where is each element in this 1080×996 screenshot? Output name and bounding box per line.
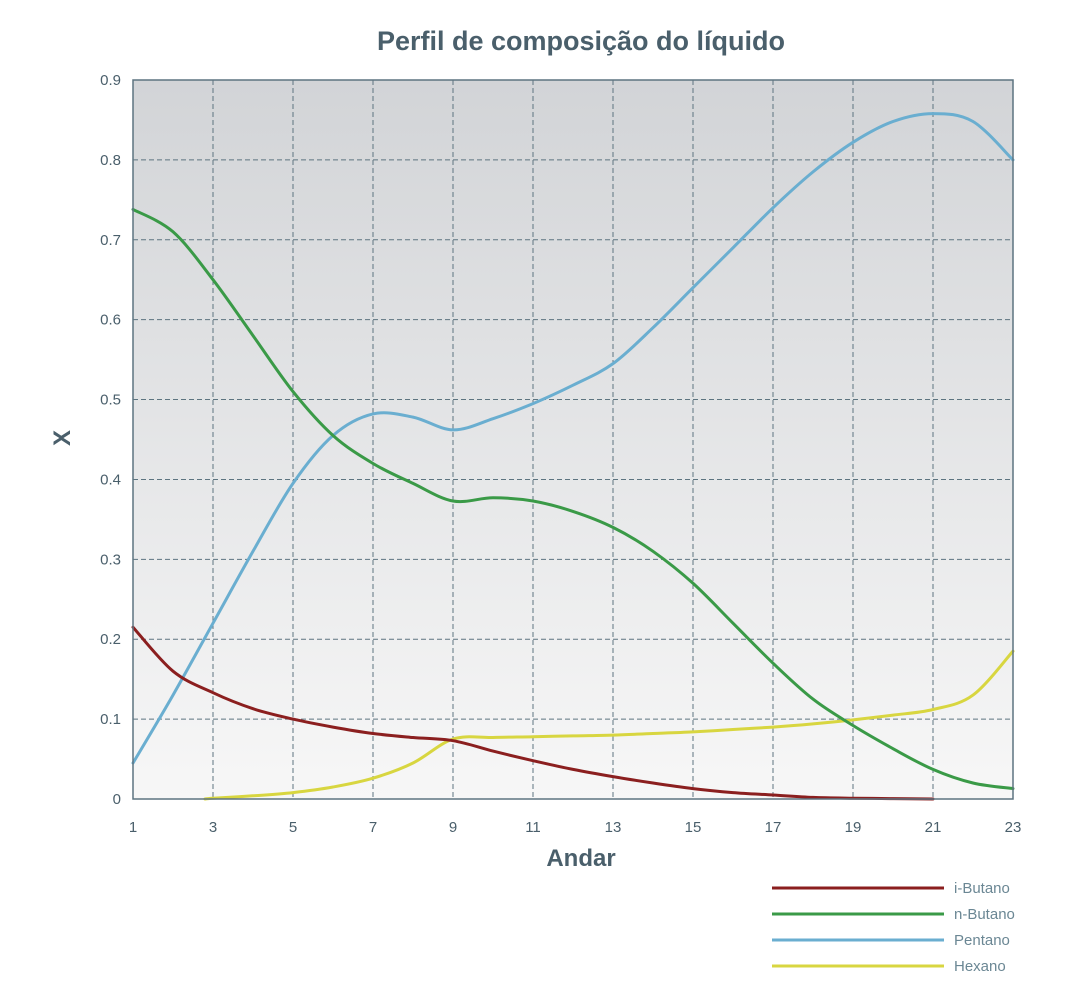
x-tick-label: 1 xyxy=(129,819,137,836)
x-tick-label: 11 xyxy=(525,819,541,836)
legend-label-i-butano: i-Butano xyxy=(954,880,1010,897)
legend: i-Butano n-Butano Pentano Hexano xyxy=(772,880,1015,975)
x-tick-label: 3 xyxy=(209,819,217,836)
y-tick-label: 0.3 xyxy=(100,551,121,568)
y-tick-label: 0 xyxy=(113,791,121,808)
x-tick-label: 15 xyxy=(685,819,702,836)
series-line-i-butano xyxy=(131,625,935,801)
y-tick-label: 0.7 xyxy=(100,232,121,249)
y-tick-label: 0.4 xyxy=(100,471,121,488)
series-layer xyxy=(131,112,1015,801)
x-tick-label: 7 xyxy=(369,819,377,836)
x-tick-labels: 1 3 5 7 9 11 13 15 17 19 21 23 xyxy=(129,819,1022,836)
chart-title: Perfil de composição do líquido xyxy=(377,26,785,56)
legend-label-hexano: Hexano xyxy=(954,958,1006,975)
legend-label-n-butano: n-Butano xyxy=(954,906,1015,923)
x-tick-label: 13 xyxy=(605,819,622,836)
y-tick-label: 0.2 xyxy=(100,631,121,648)
y-tick-label: 0.5 xyxy=(100,392,121,409)
plot-frame xyxy=(132,79,1014,800)
x-tick-label: 19 xyxy=(845,819,862,836)
y-axis-label: X xyxy=(49,430,76,446)
series-line-n-butano xyxy=(131,207,1015,791)
x-axis-label: Andar xyxy=(546,845,615,872)
y-tick-labels: 0 0.1 0.2 0.3 0.4 0.5 0.6 0.7 0.8 0.9 xyxy=(100,72,121,808)
y-tick-label: 0.1 xyxy=(100,711,121,728)
legend-label-pentano: Pentano xyxy=(954,932,1010,949)
y-tick-label: 0.9 xyxy=(100,72,121,89)
x-tick-label: 21 xyxy=(925,819,942,836)
x-tick-label: 9 xyxy=(449,819,457,836)
x-tick-label: 5 xyxy=(289,819,297,836)
series-line-pentano xyxy=(131,112,1015,765)
plot-area xyxy=(133,80,1013,799)
series-line-hexano xyxy=(203,649,1015,801)
x-tick-label: 23 xyxy=(1005,819,1022,836)
x-tick-label: 17 xyxy=(765,819,782,836)
y-tick-label: 0.8 xyxy=(100,152,121,169)
grid xyxy=(133,80,1013,799)
y-tick-label: 0.6 xyxy=(100,312,121,329)
